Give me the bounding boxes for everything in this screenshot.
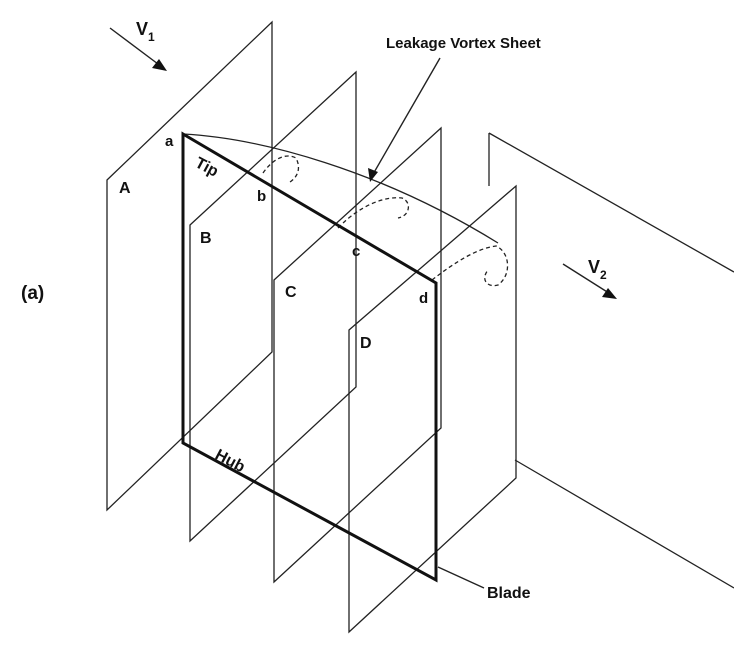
- plane-label-d: D: [360, 335, 372, 352]
- v1-arrowhead: [152, 59, 167, 71]
- point-label-a: a: [165, 133, 174, 150]
- vortex-rollup-b: [262, 155, 300, 183]
- blade-label: Blade: [487, 585, 531, 602]
- plane-label-b: B: [200, 230, 212, 247]
- v2-arrowhead: [602, 288, 617, 299]
- v1-symbol: V: [136, 19, 148, 39]
- title-pointer-arrow: [368, 168, 378, 182]
- plane-d: [348, 184, 517, 634]
- plane-c: [273, 126, 442, 584]
- point-label-d: d: [419, 290, 428, 307]
- vortex-rollup-d: [431, 245, 509, 287]
- blade-pointer: [437, 566, 485, 589]
- plane-label-c: C: [285, 284, 297, 301]
- figure-label: (a): [21, 283, 44, 304]
- blade-outline: [181, 131, 438, 583]
- plane-downstream: [514, 459, 734, 589]
- plane-b: [189, 70, 357, 543]
- plane-label-a: A: [119, 180, 131, 197]
- plane-downstream-top: [488, 132, 734, 273]
- plane-a: [106, 20, 273, 512]
- v1-label: V1: [136, 19, 155, 44]
- v2-arrow: [562, 263, 613, 296]
- v2-label: V2: [588, 257, 607, 282]
- v2-subscript: 2: [600, 268, 607, 282]
- vortex-sheet-edge: [182, 133, 499, 244]
- v2-symbol: V: [588, 257, 600, 277]
- tip-label: Tip: [192, 155, 221, 181]
- title-pointer: [371, 57, 441, 177]
- hub-label: Hub: [212, 447, 248, 477]
- point-label-c: c: [352, 243, 360, 260]
- point-label-b: b: [257, 188, 266, 205]
- diagram-title: Leakage Vortex Sheet: [386, 35, 541, 52]
- v1-arrow: [109, 27, 163, 68]
- v1-subscript: 1: [148, 30, 155, 44]
- vortex-rollup-c: [337, 197, 409, 229]
